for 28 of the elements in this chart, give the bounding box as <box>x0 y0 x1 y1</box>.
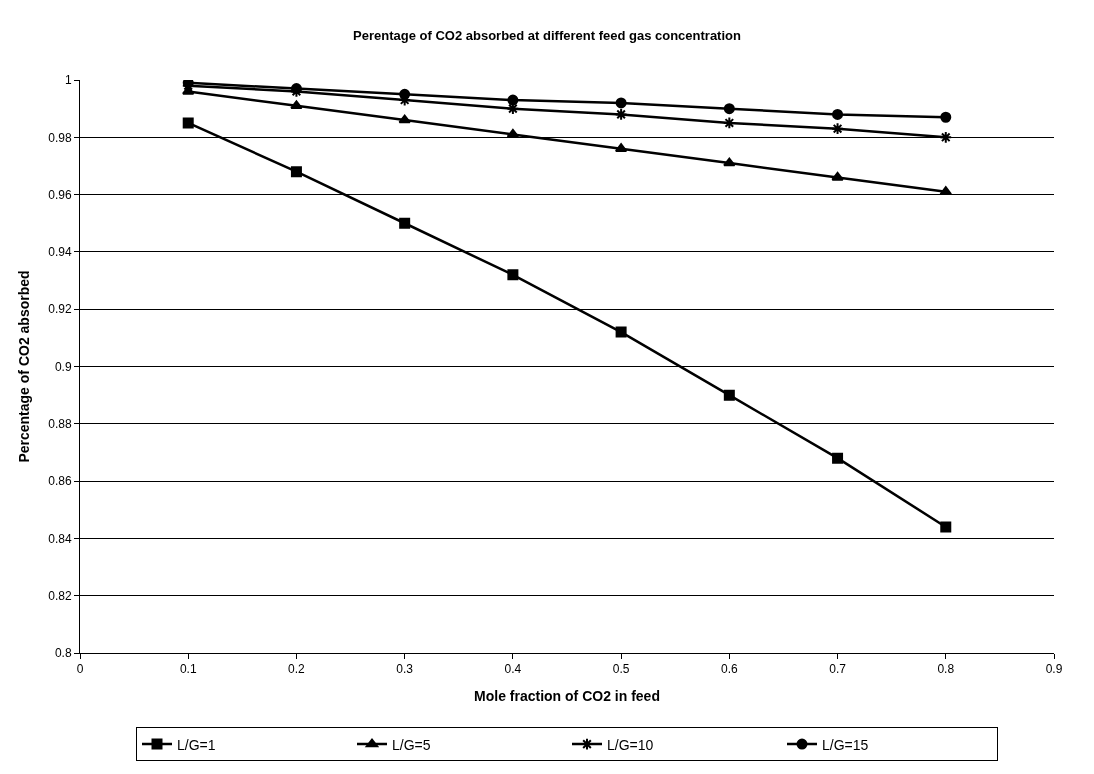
x-tick-label: 0.4 <box>504 662 522 677</box>
y-axis-title: Percentage of CO2 absorbed <box>15 270 32 463</box>
x-tick-label: 0.1 <box>179 662 197 677</box>
y-tick-label: 1 <box>64 73 72 88</box>
x-axis-title: Mole fraction of CO2 in feed <box>474 687 660 704</box>
y-tick-label: 0.86 <box>48 474 72 489</box>
x-tick-label: 0.2 <box>288 662 306 677</box>
y-tick-label: 0.84 <box>48 531 72 546</box>
x-tick-label: 0.9 <box>1045 662 1063 677</box>
x-tick-label: 0.6 <box>720 662 738 677</box>
y-tick-label: 0.94 <box>48 245 72 260</box>
legend-label: L/G=10 <box>607 736 654 753</box>
y-tick-label: 0.88 <box>48 417 72 431</box>
legend-label: L/G=15 <box>822 736 869 753</box>
legend-label: L/G=1 <box>177 736 216 753</box>
y-tick-label: 0.92 <box>48 302 72 317</box>
x-tick-label: 0.7 <box>829 662 847 677</box>
y-tick-label: 0.8 <box>54 646 72 661</box>
y-tick-label: 0.9 <box>54 359 72 374</box>
x-tick-label: 0.5 <box>612 662 630 677</box>
y-tick-label: 0.98 <box>48 130 72 145</box>
y-tick-label: 0.96 <box>48 187 72 202</box>
legend-label: L/G=5 <box>392 736 431 753</box>
x-tick-label: 0 <box>76 662 84 677</box>
chart-title: Perentage of CO2 absorbed at different feed gas concentration <box>353 28 742 44</box>
y-tick-label: 0.82 <box>48 588 72 603</box>
x-tick-label: 0.3 <box>396 662 414 677</box>
x-tick-label: 0.8 <box>937 662 955 677</box>
